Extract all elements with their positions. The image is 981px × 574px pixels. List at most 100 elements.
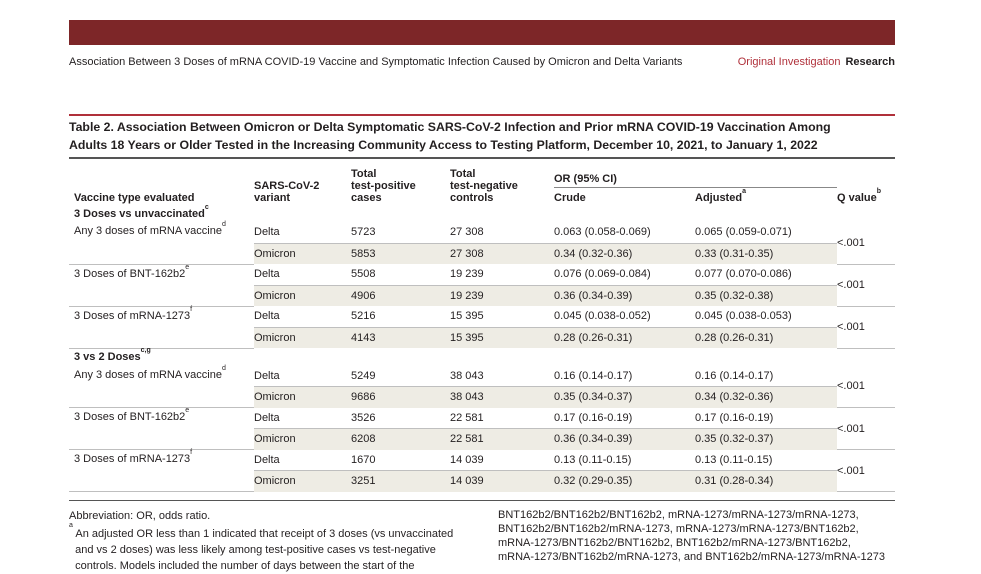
section-label: 3 vs 2 Dosesc,g: [74, 347, 151, 363]
section-row: 3 Doses vs unvaccinatedc: [69, 203, 895, 222]
adjusted-or-cell: 0.045 (0.038-0.053): [695, 306, 837, 328]
journal-header-bar: [69, 20, 895, 45]
adjusted-or-cell: 0.17 (0.16-0.19): [695, 407, 837, 429]
section-label: Original Investigation Research: [738, 55, 895, 69]
crude-or-cell: 0.076 (0.069-0.084): [554, 264, 695, 286]
col-or: OR (95% CI) Crude Adjusteda: [554, 160, 837, 205]
test-negative-cell: 27 308: [450, 243, 554, 264]
variant-cell: Delta: [254, 306, 351, 328]
adjusted-or-cell: 0.065 (0.059-0.071): [695, 222, 837, 244]
q-value-cell: <.001: [837, 449, 895, 492]
section-label: 3 Doses vs unvaccinatedc: [74, 203, 209, 220]
vaccine-type: 3 Doses of BNT-162b2e: [69, 407, 254, 450]
crude-or-cell: 0.28 (0.26-0.31): [554, 327, 695, 348]
variant-cell: Delta: [254, 222, 351, 244]
test-positive-cell: 5853: [351, 243, 450, 264]
adjusted-or-cell: 0.33 (0.31-0.35): [695, 243, 837, 264]
variant-cell: Delta: [254, 365, 351, 387]
col-test-negative: Total test-negative controls: [450, 168, 518, 204]
crude-or-cell: 0.13 (0.11-0.15): [554, 449, 695, 471]
adjusted-or-cell: 0.35 (0.32-0.37): [695, 428, 837, 450]
adjusted-or-cell: 0.34 (0.32-0.36): [695, 386, 837, 408]
footnotes-right: BNT162b2/BNT162b2/BNT162b2, mRNA-1273/mR…: [498, 508, 898, 564]
table-row: 3 Doses of mRNA-1273f Delta 1670 14 039 0.13…: [69, 449, 895, 492]
test-negative-cell: 14 039: [450, 470, 554, 492]
crude-or-cell: 0.35 (0.34-0.37): [554, 386, 695, 408]
table-row: Omicron 9686 38 043 0.35 (0.34-0.37) 0.34 (0…: [69, 386, 895, 408]
table-row: Any 3 doses of mRNA vaccined Delta 5249 38 …: [69, 365, 895, 408]
category-label: Research: [845, 56, 895, 68]
footnotes-left: Abbreviation: OR, odds ratio. a An adjus…: [69, 508, 469, 574]
vaccine-type: Any 3 doses of mRNA vaccined: [69, 221, 254, 265]
table-row: 3 Doses of mRNA-1273f Delta 5216 15 395 0.04…: [69, 306, 895, 349]
test-positive-cell: 5723: [351, 222, 450, 244]
table-row: Omicron 5853 27 308 0.34 (0.32-0.36) 0.33 (0…: [69, 243, 895, 264]
adjusted-or-cell: 0.13 (0.11-0.15): [695, 449, 837, 471]
footnote-right-line4: mRNA-1273/BNT162b2/mRNA-1273, and BNT162…: [498, 551, 886, 563]
table-row: Omicron 4906 19 239 0.36 (0.34-0.39) 0.35 (0…: [69, 285, 895, 306]
table-title-line2: Adults 18 Years or Older Tested in the I…: [69, 138, 818, 152]
table-row: Omicron 3251 14 039 0.32 (0.29-0.35) 0.31 (0…: [69, 470, 895, 492]
table-title-line1: Table 2. Association Between Omicron or …: [69, 120, 831, 134]
adjusted-or-cell: 0.077 (0.070-0.086): [695, 264, 837, 286]
test-positive-cell: 5216: [351, 306, 450, 328]
crude-or-cell: 0.16 (0.14-0.17): [554, 365, 695, 387]
table-row: 3 Doses of BNT-162b2e Delta 3526 22 581 0.17…: [69, 407, 895, 450]
test-positive-cell: 4906: [351, 285, 450, 306]
vaccine-type: Any 3 doses of mRNA vaccined: [69, 365, 254, 408]
variant-cell: Omicron: [254, 428, 351, 450]
crude-or-cell: 0.17 (0.16-0.19): [554, 407, 695, 429]
test-negative-cell: 38 043: [450, 386, 554, 408]
table-title: Table 2. Association Between Omicron or …: [69, 118, 895, 154]
adjusted-or-cell: 0.16 (0.14-0.17): [695, 365, 837, 387]
adjusted-or-cell: 0.28 (0.26-0.31): [695, 327, 837, 348]
test-negative-cell: 15 395: [450, 327, 554, 348]
test-negative-cell: 38 043: [450, 365, 554, 387]
test-negative-cell: 19 239: [450, 285, 554, 306]
test-negative-cell: 14 039: [450, 449, 554, 471]
q-value-cell: <.001: [837, 365, 895, 408]
table-row: 3 Doses of BNT-162b2e Delta 5508 19 239 0.07…: [69, 264, 895, 307]
section-row: 3 vs 2 Dosesc,g: [69, 347, 895, 366]
variant-cell: Delta: [254, 449, 351, 471]
q-value-cell: <.001: [837, 264, 895, 307]
adjusted-or-cell: 0.31 (0.28-0.34): [695, 470, 837, 492]
variant-cell: Delta: [254, 264, 351, 286]
crude-or-cell: 0.045 (0.038-0.052): [554, 306, 695, 328]
table-row: Omicron 4143 15 395 0.28 (0.26-0.31) 0.28 (0…: [69, 327, 895, 348]
table-row: Omicron 6208 22 581 0.36 (0.34-0.39) 0.35 (0…: [69, 428, 895, 450]
table-body: 3 Doses vs unvaccinatedc Any 3 doses of m…: [69, 203, 895, 492]
running-title: Association Between 3 Doses of mRNA COVI…: [69, 56, 683, 68]
abbreviation-note: Abbreviation: OR, odds ratio.: [69, 510, 211, 522]
col-q-value: Q valueb: [837, 188, 882, 204]
test-positive-cell: 5508: [351, 264, 450, 286]
test-positive-cell: 4143: [351, 327, 450, 348]
test-negative-cell: 22 581: [450, 428, 554, 450]
q-value-cell: <.001: [837, 222, 895, 265]
test-positive-cell: 9686: [351, 386, 450, 408]
table-row: Any 3 doses of mRNA vaccined Delta 5723 27 …: [69, 221, 895, 265]
col-vaccine: Vaccine type evaluated: [74, 192, 195, 204]
variant-cell: Omicron: [254, 386, 351, 408]
or-header: OR (95% CI): [554, 173, 837, 188]
vaccine-type: 3 Doses of mRNA-1273f: [69, 306, 254, 349]
test-positive-cell: 5249: [351, 365, 450, 387]
crude-or-cell: 0.32 (0.29-0.35): [554, 470, 695, 492]
vaccine-type: 3 Doses of BNT-162b2e: [69, 264, 254, 307]
test-negative-cell: 22 581: [450, 407, 554, 429]
footnote-a: a An adjusted OR less than 1 indicated t…: [69, 522, 454, 572]
crude-or-cell: 0.063 (0.058-0.069): [554, 222, 695, 244]
variant-cell: Omicron: [254, 285, 351, 306]
variant-cell: Omicron: [254, 243, 351, 264]
variant-cell: Delta: [254, 407, 351, 429]
vaccine-type: 3 Doses of mRNA-1273f: [69, 449, 254, 492]
test-positive-cell: 1670: [351, 449, 450, 471]
variant-cell: Omicron: [254, 327, 351, 348]
footnote-right-line3: mRNA-1273/BNT162b2/BNT162b2, BNT162b2/mR…: [498, 537, 851, 549]
test-negative-cell: 15 395: [450, 306, 554, 328]
section-link[interactable]: Original Investigation: [737, 56, 841, 68]
table-bottom-rule: [69, 500, 895, 501]
crude-or-cell: 0.36 (0.34-0.39): [554, 428, 695, 450]
col-adjusted: Adjusteda: [695, 188, 746, 204]
col-crude: Crude: [554, 192, 586, 204]
